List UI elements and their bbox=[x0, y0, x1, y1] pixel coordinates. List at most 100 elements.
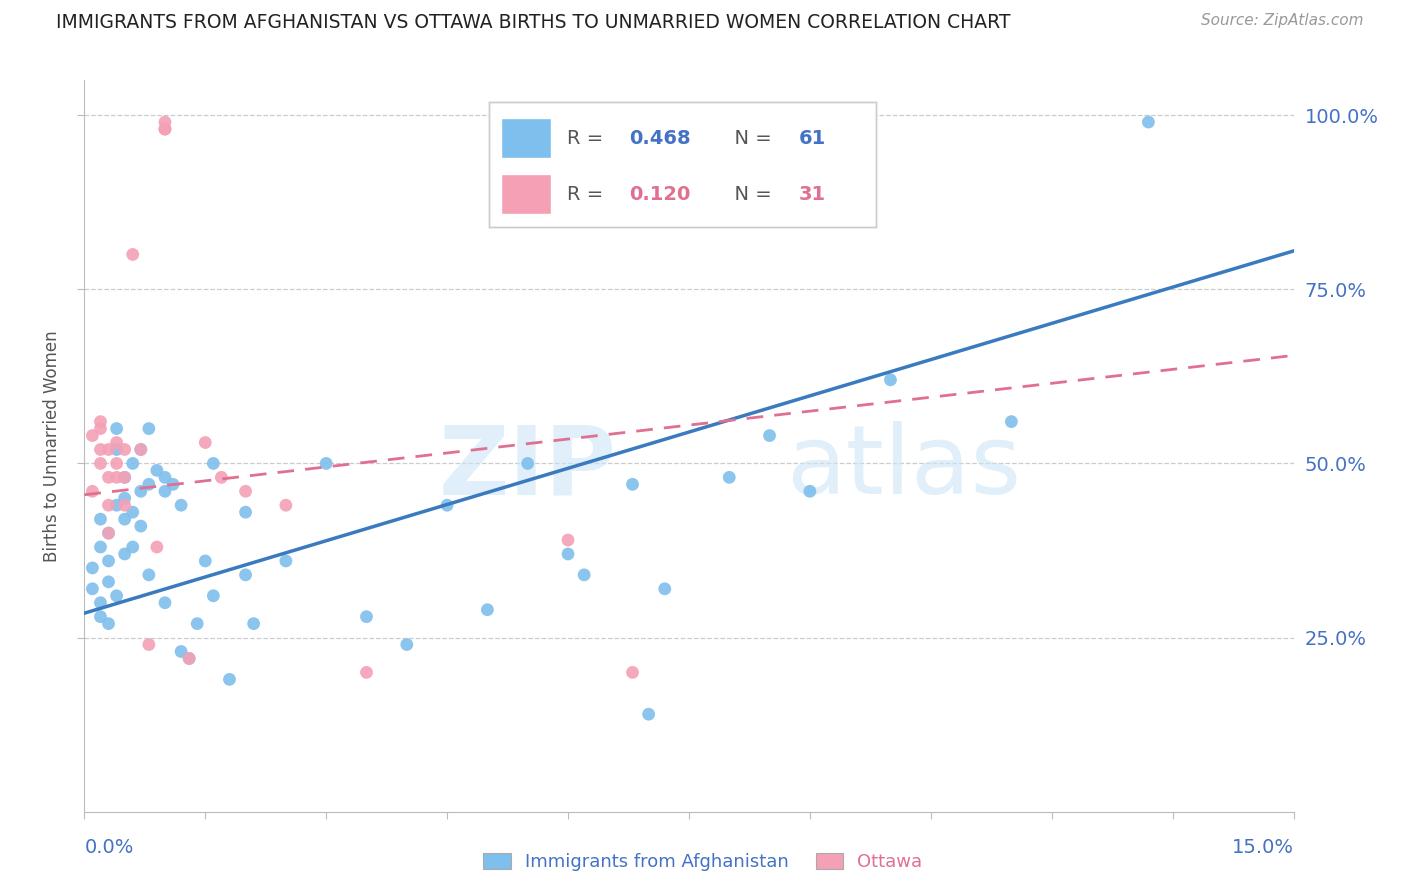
Point bbox=[170, 644, 193, 658]
Point bbox=[97, 616, 120, 631]
Point bbox=[202, 589, 225, 603]
Point bbox=[97, 498, 120, 512]
Point bbox=[97, 574, 120, 589]
Point bbox=[436, 498, 458, 512]
Point bbox=[121, 457, 143, 471]
Point bbox=[153, 115, 176, 129]
Point bbox=[274, 498, 297, 512]
Point bbox=[105, 421, 128, 435]
Text: 15.0%: 15.0% bbox=[1232, 838, 1294, 857]
Point bbox=[89, 609, 111, 624]
Point bbox=[621, 665, 644, 680]
Point bbox=[89, 457, 111, 471]
Point bbox=[82, 484, 104, 499]
Point bbox=[477, 603, 499, 617]
Point bbox=[129, 519, 152, 533]
Point bbox=[235, 567, 257, 582]
Point bbox=[572, 567, 595, 582]
Point bbox=[218, 673, 240, 687]
Point bbox=[105, 442, 128, 457]
Point bbox=[153, 484, 176, 499]
Point bbox=[202, 457, 225, 471]
Point bbox=[1000, 415, 1022, 429]
Point bbox=[153, 596, 176, 610]
Point bbox=[129, 442, 152, 457]
Point bbox=[186, 616, 208, 631]
Point bbox=[146, 540, 169, 554]
Point bbox=[194, 435, 217, 450]
Text: ZIP: ZIP bbox=[439, 421, 616, 515]
Point bbox=[162, 477, 184, 491]
Point bbox=[114, 512, 136, 526]
Point bbox=[105, 457, 128, 471]
Point bbox=[138, 638, 160, 652]
Point bbox=[138, 567, 160, 582]
Point bbox=[89, 512, 111, 526]
Point bbox=[153, 122, 176, 136]
Point bbox=[153, 122, 176, 136]
Point bbox=[557, 533, 579, 547]
Text: IMMIGRANTS FROM AFGHANISTAN VS OTTAWA BIRTHS TO UNMARRIED WOMEN CORRELATION CHAR: IMMIGRANTS FROM AFGHANISTAN VS OTTAWA BI… bbox=[56, 13, 1011, 32]
Point bbox=[105, 435, 128, 450]
Point bbox=[516, 457, 538, 471]
Point bbox=[89, 442, 111, 457]
Point bbox=[235, 505, 257, 519]
Point bbox=[97, 526, 120, 541]
Point bbox=[121, 247, 143, 261]
Point bbox=[121, 540, 143, 554]
Text: atlas: atlas bbox=[786, 421, 1021, 515]
Point bbox=[97, 554, 120, 568]
Point bbox=[89, 421, 111, 435]
Point bbox=[105, 498, 128, 512]
Point bbox=[105, 589, 128, 603]
Point bbox=[235, 484, 257, 499]
Point bbox=[209, 470, 232, 484]
Point bbox=[114, 442, 136, 457]
Point bbox=[170, 498, 193, 512]
Point bbox=[89, 540, 111, 554]
Point bbox=[129, 484, 152, 499]
Point bbox=[89, 415, 111, 429]
Point bbox=[138, 421, 160, 435]
Point bbox=[274, 554, 297, 568]
Point bbox=[356, 665, 378, 680]
Point bbox=[179, 651, 201, 665]
Point bbox=[129, 442, 152, 457]
Point bbox=[105, 470, 128, 484]
Point bbox=[89, 596, 111, 610]
Point bbox=[356, 609, 378, 624]
Point bbox=[242, 616, 264, 631]
Y-axis label: Births to Unmarried Women: Births to Unmarried Women bbox=[44, 330, 62, 562]
Point bbox=[637, 707, 659, 722]
Text: Source: ZipAtlas.com: Source: ZipAtlas.com bbox=[1201, 13, 1364, 29]
Point bbox=[97, 470, 120, 484]
Point bbox=[879, 373, 901, 387]
Point bbox=[758, 428, 780, 442]
Point bbox=[557, 547, 579, 561]
Point bbox=[121, 505, 143, 519]
Point bbox=[718, 470, 741, 484]
Point bbox=[179, 651, 201, 665]
Point bbox=[97, 526, 120, 541]
Point bbox=[114, 491, 136, 506]
Point bbox=[82, 561, 104, 575]
Point bbox=[97, 442, 120, 457]
Point bbox=[315, 457, 337, 471]
Point bbox=[799, 484, 821, 499]
Point bbox=[82, 582, 104, 596]
Point bbox=[114, 470, 136, 484]
Point bbox=[114, 547, 136, 561]
Point bbox=[114, 498, 136, 512]
Text: 0.0%: 0.0% bbox=[84, 838, 134, 857]
Point bbox=[82, 428, 104, 442]
Point bbox=[1137, 115, 1160, 129]
Point bbox=[395, 638, 418, 652]
Point bbox=[194, 554, 217, 568]
Point bbox=[114, 470, 136, 484]
Point bbox=[153, 470, 176, 484]
Point bbox=[146, 463, 169, 477]
Point bbox=[138, 477, 160, 491]
Point bbox=[654, 582, 676, 596]
Point bbox=[621, 477, 644, 491]
Legend: Immigrants from Afghanistan, Ottawa: Immigrants from Afghanistan, Ottawa bbox=[477, 846, 929, 879]
